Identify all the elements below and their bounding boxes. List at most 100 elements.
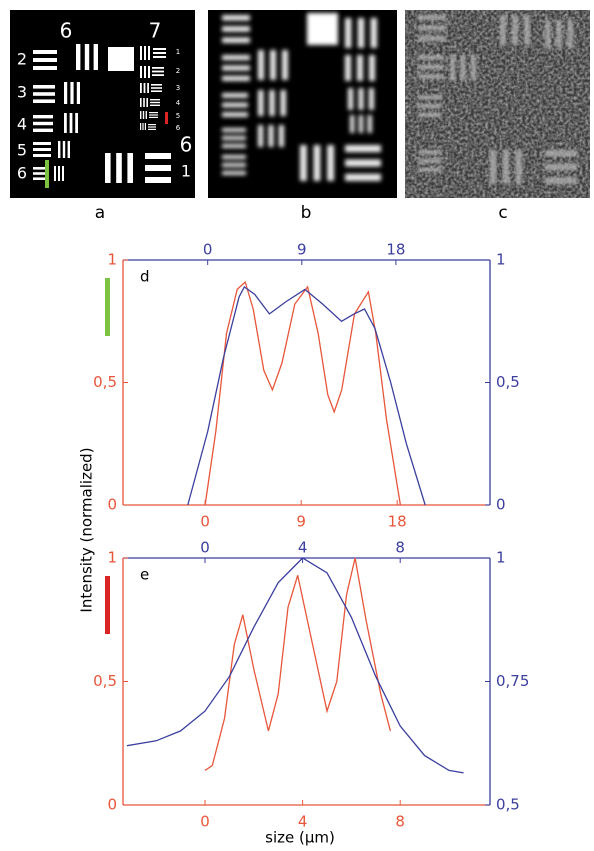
- target-bar: [153, 52, 166, 54]
- target-number: 1: [181, 162, 191, 181]
- x-tick-label: 9: [296, 513, 306, 531]
- target-bar: [350, 115, 355, 133]
- target-bar: [358, 115, 364, 133]
- target-number: 6: [60, 19, 73, 43]
- target-bar: [33, 85, 55, 89]
- target-bar: [62, 166, 64, 181]
- target-bar: [348, 88, 354, 110]
- target-bar: [148, 46, 150, 60]
- target-bar: [76, 44, 81, 70]
- target-bar: [144, 46, 146, 60]
- chart-label: e: [140, 566, 149, 584]
- target-number: 6: [176, 124, 181, 132]
- target-bar: [33, 99, 55, 103]
- target-bar: [345, 159, 381, 167]
- target-square: [307, 13, 338, 45]
- target-bar: [62, 141, 66, 158]
- target-bar: [280, 90, 286, 116]
- y-tick-label: 1: [107, 251, 117, 269]
- target-bar: [222, 55, 250, 61]
- profile-marker: [45, 160, 49, 188]
- target-bar: [222, 15, 250, 21]
- y-tick-label: 0: [107, 496, 117, 514]
- target-number: 4: [17, 115, 27, 134]
- target-bar: [258, 125, 264, 147]
- panel-label: a: [95, 203, 105, 223]
- target-bar: [140, 98, 142, 107]
- target-bar: [146, 98, 148, 107]
- y-tick-label: 0: [107, 796, 117, 814]
- target-bar: [153, 48, 166, 50]
- target-bar: [345, 18, 352, 48]
- profile-line: [187, 285, 426, 506]
- target-bar: [142, 123, 144, 130]
- target-bar: [148, 128, 156, 130]
- x2-tick-label: 0: [200, 539, 210, 557]
- target-bar: [150, 104, 160, 106]
- x-tick-label: 8: [395, 813, 405, 831]
- x2-tick-label: 0: [203, 241, 213, 259]
- target-bar: [222, 93, 248, 98]
- target-bar: [222, 102, 248, 108]
- target-bar: [258, 50, 264, 80]
- panel-label: b: [301, 203, 312, 223]
- target-bar: [152, 67, 164, 69]
- target-bar: [33, 148, 51, 151]
- x2-tick-label: 8: [395, 539, 405, 557]
- target-bar: [145, 177, 171, 183]
- target-bar: [33, 128, 53, 132]
- target-bar: [152, 74, 164, 76]
- target-bar: [116, 153, 122, 183]
- target-bar: [54, 166, 56, 181]
- target-bar: [268, 125, 274, 147]
- target-bar: [33, 142, 51, 145]
- target-bar: [222, 26, 250, 32]
- panel-label: c: [498, 203, 507, 223]
- target-bar: [33, 92, 55, 96]
- target-bar: [345, 145, 381, 153]
- y2-tick-label: 0: [496, 496, 506, 514]
- panel-b-content: [222, 13, 381, 181]
- target-bar: [149, 116, 158, 118]
- target-bar: [148, 124, 156, 126]
- y2-tick-label: 1: [496, 251, 506, 269]
- profile-line: [204, 280, 402, 506]
- target-bar: [151, 87, 162, 89]
- x2-tick-label: 9: [297, 241, 307, 259]
- target-bar: [140, 123, 142, 130]
- target-bar: [143, 83, 146, 93]
- target-bar: [151, 90, 162, 92]
- target-bar: [153, 56, 166, 58]
- target-bar: [222, 144, 246, 148]
- y-tick-label: 0,5: [93, 373, 117, 391]
- target-bar: [313, 145, 321, 181]
- target-bar: [33, 172, 49, 175]
- target-bar: [33, 58, 57, 62]
- target-bar: [75, 113, 78, 133]
- target-bar: [369, 55, 375, 81]
- target-bar: [33, 115, 53, 119]
- target-bar: [222, 75, 250, 81]
- target-bar: [222, 65, 250, 71]
- target-bar: [145, 165, 171, 171]
- target-bar: [222, 128, 246, 132]
- target-bar: [357, 55, 363, 81]
- x2-tick-label: 18: [386, 241, 405, 259]
- y2-tick-label: 0,5: [496, 373, 520, 391]
- target-number: 6: [180, 133, 193, 157]
- y2-tick-label: 0,75: [496, 672, 529, 690]
- target-bar: [148, 126, 156, 128]
- x-tick-label: 0: [200, 813, 210, 831]
- target-bar: [148, 66, 150, 78]
- target-bar: [67, 141, 70, 158]
- target-number: 6: [17, 164, 27, 183]
- target-bar: [33, 66, 57, 70]
- y2-tick-label: 0,5: [496, 796, 520, 814]
- x-axis-label: size (µm): [265, 829, 335, 847]
- target-bar: [269, 90, 275, 116]
- target-bar: [151, 84, 162, 86]
- panel-c-noise: [405, 10, 590, 198]
- target-bar: [152, 70, 164, 73]
